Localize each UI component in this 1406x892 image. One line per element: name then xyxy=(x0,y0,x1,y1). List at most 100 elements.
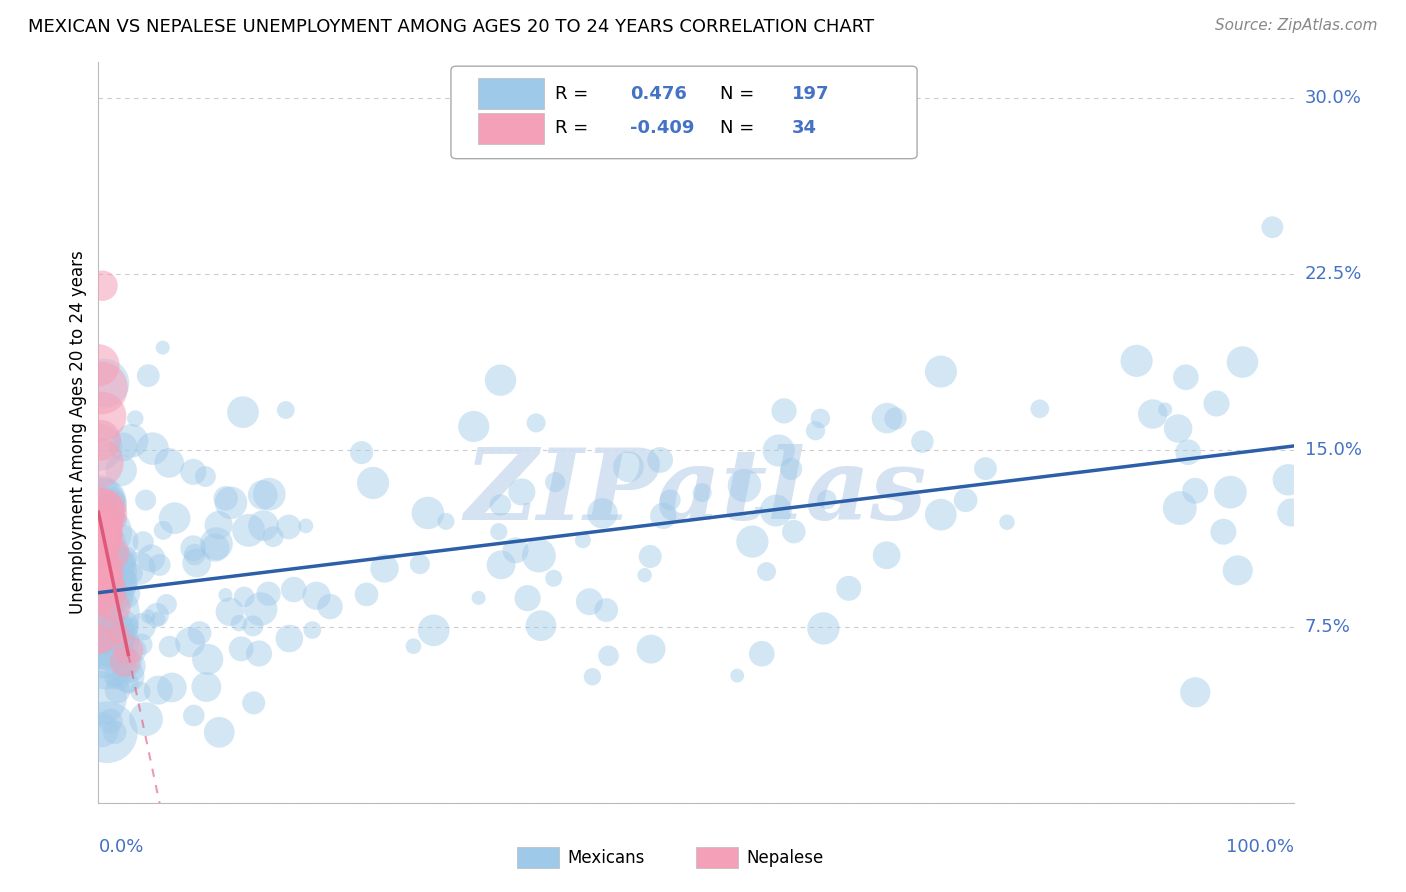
Point xyxy=(274,403,297,417)
Point xyxy=(135,493,157,508)
Point xyxy=(219,496,242,510)
Point xyxy=(929,365,952,379)
Point xyxy=(131,620,153,634)
Point xyxy=(89,691,111,706)
Point xyxy=(101,637,124,651)
Point xyxy=(101,545,124,559)
Point xyxy=(89,512,111,526)
Point xyxy=(780,462,803,476)
Point xyxy=(815,492,838,507)
Point xyxy=(163,511,186,525)
Point xyxy=(87,496,110,510)
Point xyxy=(876,411,898,425)
Point xyxy=(112,576,135,591)
Text: 15.0%: 15.0% xyxy=(1305,442,1361,459)
Point xyxy=(640,642,662,657)
Point xyxy=(87,440,110,454)
Point xyxy=(148,612,170,626)
Point xyxy=(90,381,112,395)
Text: 0.0%: 0.0% xyxy=(98,838,143,855)
Point xyxy=(100,714,122,728)
Point xyxy=(91,575,114,590)
Point xyxy=(157,456,180,470)
Point xyxy=(277,520,299,534)
Point xyxy=(1177,445,1199,459)
Point xyxy=(1212,524,1234,539)
Point xyxy=(91,575,114,590)
Point xyxy=(114,630,136,644)
Point xyxy=(188,626,211,640)
Text: Source: ZipAtlas.com: Source: ZipAtlas.com xyxy=(1215,18,1378,33)
Point xyxy=(91,489,114,503)
Text: N =: N = xyxy=(720,85,754,103)
Point xyxy=(87,581,110,595)
Point xyxy=(283,582,305,597)
Point xyxy=(120,434,142,448)
Point xyxy=(89,589,111,603)
Point xyxy=(121,566,143,581)
Point xyxy=(1261,220,1284,235)
Point xyxy=(305,589,328,603)
Point xyxy=(111,556,134,570)
Point xyxy=(87,530,110,544)
Point xyxy=(117,656,139,670)
Point xyxy=(103,673,125,687)
Point xyxy=(1226,563,1249,577)
Point xyxy=(91,565,114,579)
Point xyxy=(104,533,127,547)
Point xyxy=(422,624,444,638)
Point xyxy=(543,571,565,585)
Point xyxy=(995,515,1018,529)
Text: 7.5%: 7.5% xyxy=(1305,617,1351,635)
Point xyxy=(929,508,952,522)
Point xyxy=(91,573,114,587)
Point xyxy=(434,514,457,528)
Point xyxy=(181,541,204,556)
Point xyxy=(183,548,205,562)
Point xyxy=(107,627,129,641)
Point xyxy=(101,546,124,560)
Point xyxy=(110,534,132,549)
Point xyxy=(1277,473,1299,487)
Point xyxy=(402,639,425,653)
Point xyxy=(510,485,533,500)
Point xyxy=(578,595,600,609)
Point xyxy=(751,647,773,661)
Point xyxy=(638,549,661,564)
Point xyxy=(94,652,117,666)
Text: 197: 197 xyxy=(792,85,830,103)
Point xyxy=(117,669,139,683)
Point xyxy=(160,681,183,695)
Point xyxy=(215,491,238,506)
Point xyxy=(90,409,112,424)
Point xyxy=(804,424,827,438)
Point xyxy=(90,543,112,558)
Point xyxy=(773,404,796,418)
Point xyxy=(527,549,550,563)
Point xyxy=(107,492,129,507)
Point xyxy=(228,616,250,631)
Point xyxy=(87,498,110,512)
Point xyxy=(107,513,129,527)
Text: R =: R = xyxy=(555,120,588,137)
Point xyxy=(617,459,640,474)
Point xyxy=(100,491,122,505)
Y-axis label: Unemployment Among Ages 20 to 24 years: Unemployment Among Ages 20 to 24 years xyxy=(69,251,87,615)
Point xyxy=(87,456,110,470)
Point xyxy=(659,492,682,507)
Point xyxy=(179,635,201,649)
Point xyxy=(114,655,136,669)
Point xyxy=(100,633,122,648)
Point xyxy=(107,669,129,683)
Point xyxy=(90,566,112,580)
Point xyxy=(650,453,672,467)
Bar xyxy=(696,847,738,868)
Point xyxy=(87,359,110,373)
Point xyxy=(1184,685,1206,699)
Point xyxy=(90,527,112,541)
Point xyxy=(204,541,226,555)
Point xyxy=(105,642,128,657)
Point xyxy=(808,411,831,425)
Point xyxy=(145,607,167,622)
Point xyxy=(181,465,204,479)
